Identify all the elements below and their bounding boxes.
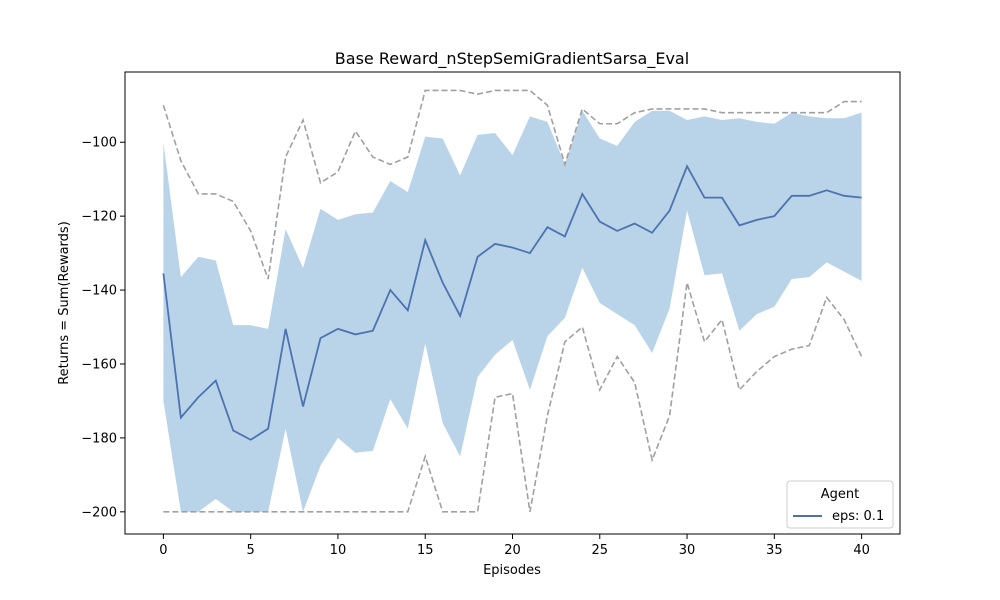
y-tick-label: −120 bbox=[81, 210, 117, 225]
y-tick-label: −140 bbox=[81, 284, 117, 299]
legend-entry-label: eps: 0.1 bbox=[832, 509, 884, 524]
std-band bbox=[163, 110, 862, 512]
max-bound-line bbox=[162, 89, 862, 280]
plot-area bbox=[162, 89, 863, 513]
y-axis: −200 −180 −160 −140 −120 −100 bbox=[81, 136, 125, 520]
x-tick-label: 0 bbox=[159, 543, 167, 558]
series-line-eps-0.1 bbox=[162, 164, 862, 441]
x-tick-label: 10 bbox=[330, 543, 347, 558]
legend: Agent eps: 0.1 bbox=[786, 480, 894, 529]
legend-title: Agent bbox=[821, 487, 859, 502]
y-axis-label: Returns = Sum(Rewards) bbox=[57, 221, 72, 385]
x-tick-label: 35 bbox=[766, 543, 783, 558]
x-axis: 0 5 10 15 20 25 30 35 40 bbox=[159, 534, 870, 558]
chart-title: Base Reward_nStepSemiGradientSarsa_Eval bbox=[335, 49, 689, 69]
x-tick-label: 5 bbox=[247, 543, 255, 558]
x-axis-label: Episodes bbox=[483, 563, 541, 578]
x-tick-label: 20 bbox=[504, 543, 521, 558]
x-tick-label: 40 bbox=[853, 543, 870, 558]
x-tick-label: 30 bbox=[679, 543, 696, 558]
y-tick-label: −180 bbox=[81, 431, 117, 446]
y-tick-label: −100 bbox=[81, 136, 117, 151]
y-tick-label: −200 bbox=[81, 505, 117, 520]
x-tick-label: 25 bbox=[592, 543, 609, 558]
y-tick-label: −160 bbox=[81, 357, 117, 372]
x-tick-label: 15 bbox=[417, 543, 434, 558]
